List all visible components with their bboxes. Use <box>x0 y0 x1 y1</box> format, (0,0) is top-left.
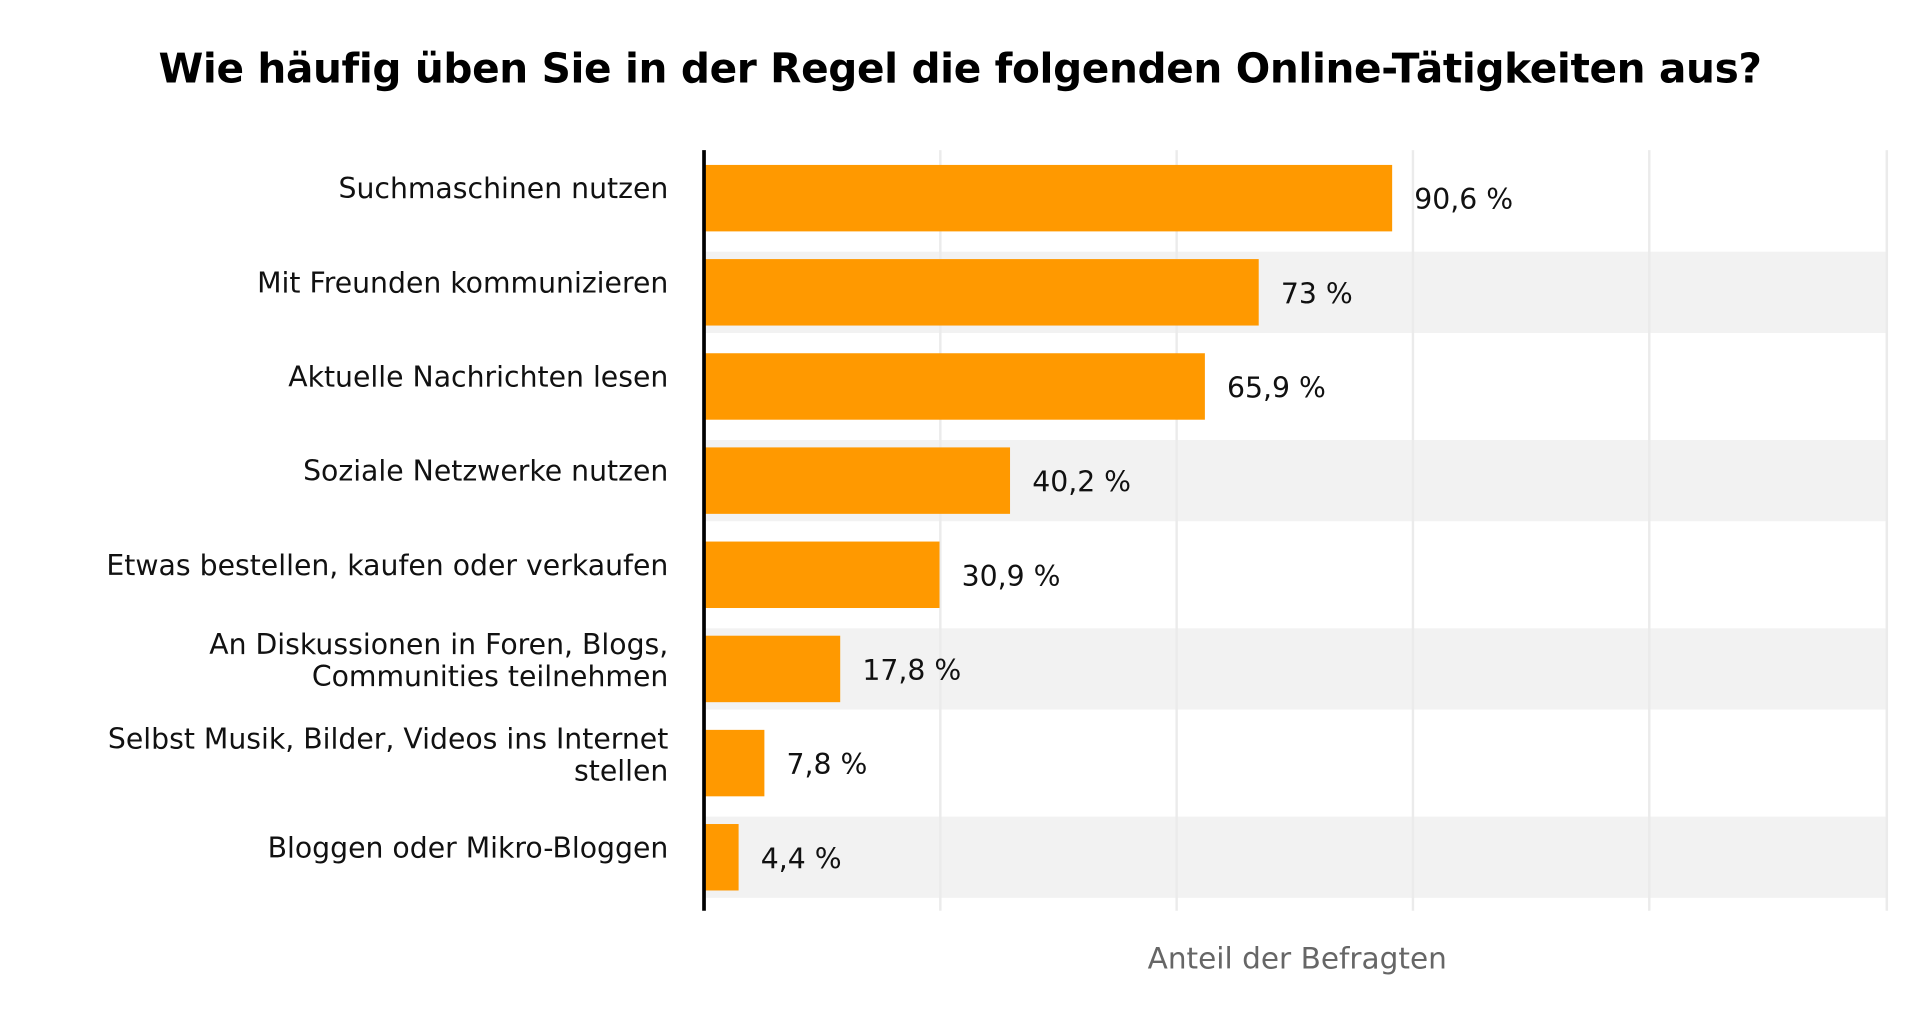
row-band <box>704 816 1889 898</box>
data-label: 65,9 % <box>1227 372 1326 405</box>
bar <box>705 164 1393 232</box>
bar <box>705 824 739 891</box>
category-label: Selbst Musik, Bilder, Videos ins Interne… <box>108 722 668 755</box>
category-label: Suchmaschinen nutzen <box>338 172 668 205</box>
category-label: Aktuelle Nachrichten lesen <box>288 360 668 393</box>
bar <box>705 353 1205 420</box>
data-label: 4,4 % <box>761 842 842 875</box>
category-label: Etwas bestellen, kaufen oder verkaufen <box>106 549 668 582</box>
row-band <box>704 628 1889 710</box>
data-label: 30,9 % <box>962 560 1061 593</box>
category-label: Communities teilnehmen <box>312 660 668 693</box>
category-label: Mit Freunden kommunizieren <box>257 266 668 299</box>
data-label: 90,6 % <box>1414 183 1513 216</box>
category-label: An Diskussionen in Foren, Blogs, <box>209 628 668 661</box>
bar <box>705 635 841 703</box>
data-label: 7,8 % <box>787 748 868 781</box>
category-label: stellen <box>574 754 668 787</box>
data-label: 73 % <box>1281 277 1353 310</box>
bar <box>705 729 765 797</box>
category-label: Soziale Netzwerke nutzen <box>303 455 668 488</box>
bar <box>705 259 1259 326</box>
x-axis-label: Anteil der Befragten <box>1147 941 1447 977</box>
category-label: Bloggen oder Mikro-Bloggen <box>268 831 669 864</box>
data-label: 17,8 % <box>862 654 961 687</box>
data-label: 40,2 % <box>1032 466 1131 499</box>
bar <box>705 541 940 609</box>
chart-title: Wie häufig üben Sie in der Regel die fol… <box>158 44 1762 93</box>
bar <box>705 447 1011 514</box>
